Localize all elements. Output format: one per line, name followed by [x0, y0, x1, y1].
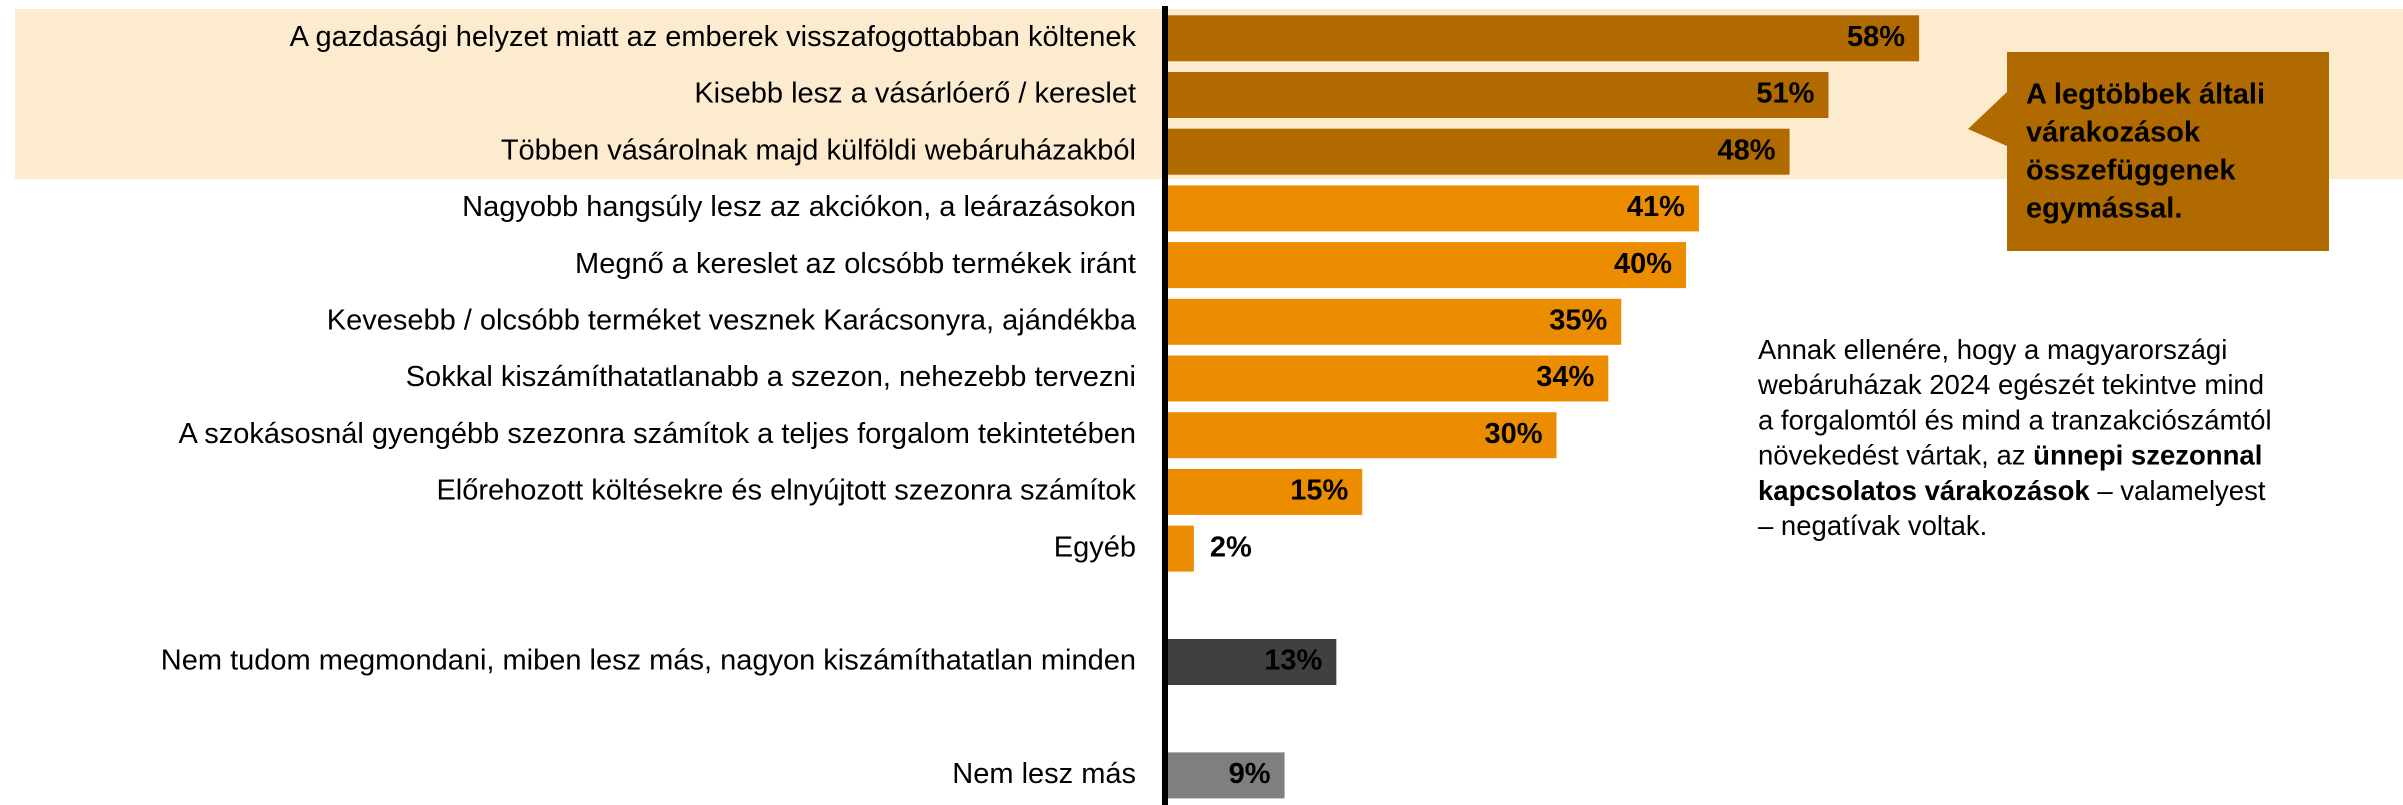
category-label: Nem tudom megmondani, miben lesz más, na… — [161, 645, 1136, 677]
category-label: Sokkal kiszámíthatatlanabb a szezon, neh… — [406, 361, 1136, 393]
note-line: növekedést vártak, az ünnepi szezonnal — [1758, 440, 2262, 471]
category-label: Egyéb — [1054, 531, 1136, 563]
callout-box — [2007, 52, 2329, 251]
bar — [1168, 185, 1699, 232]
category-label: Többen vásárolnak majd külföldi webáruhá… — [501, 134, 1136, 166]
note-segment: – negatívak voltak. — [1758, 510, 1987, 541]
bar — [1168, 355, 1609, 402]
value-label: 40% — [1614, 248, 1672, 280]
note-line: a forgalomtól és mind a tranzakciószámtó… — [1758, 405, 2272, 436]
note-segment: – valamelyest — [2090, 475, 2266, 506]
callout-pointer — [1968, 92, 2007, 146]
category-label: Nem lesz más — [952, 758, 1136, 790]
note-segment: kapcsolatos várakozások — [1758, 475, 2090, 506]
bar — [1168, 15, 1920, 62]
note-segment: Annak ellenére, hogy a magyarországi — [1758, 334, 2227, 365]
note-segment: növekedést vártak, az — [1758, 440, 2033, 471]
value-label: 41% — [1627, 191, 1685, 223]
note-segment: webáruházak 2024 egészét tekintve mind — [1757, 369, 2264, 400]
note-segment: a forgalomtól és mind a tranzakciószámtó… — [1758, 405, 2272, 436]
note-line: webáruházak 2024 egészét tekintve mind — [1757, 369, 2264, 400]
value-label: 13% — [1264, 645, 1322, 677]
category-label: Nagyobb hangsúly lesz az akciókon, a leá… — [462, 191, 1136, 223]
callout-text: egymással. — [2026, 193, 2182, 225]
bar — [1168, 128, 1790, 175]
value-label: 15% — [1290, 475, 1348, 507]
bar — [1168, 525, 1194, 572]
category-label: Kevesebb / olcsóbb terméket vesznek Kará… — [327, 304, 1137, 336]
note-line: Annak ellenére, hogy a magyarországi — [1758, 334, 2227, 365]
category-label: Megnő a kereslet az olcsóbb termékek irá… — [575, 248, 1136, 280]
bar — [1168, 298, 1622, 345]
value-label: 9% — [1229, 758, 1271, 790]
note-segment: ünnepi szezonnal — [2033, 440, 2262, 471]
category-label: Kisebb lesz a vásárlóerő / kereslet — [694, 78, 1136, 110]
bar — [1168, 412, 1557, 459]
value-label: 30% — [1484, 418, 1542, 450]
category-label: Előrehozott költésekre és elnyújtott sze… — [436, 475, 1136, 507]
callout-text: összefüggenek — [2026, 155, 2236, 187]
bar — [1168, 752, 1285, 799]
bar — [1168, 72, 1829, 118]
category-label: A gazdasági helyzet miatt az emberek vis… — [290, 21, 1137, 53]
value-label: 48% — [1718, 134, 1776, 166]
value-label: 51% — [1756, 78, 1814, 110]
category-label: A szokásosnál gyengébb szezonra számítok… — [178, 418, 1136, 450]
value-label: 58% — [1847, 21, 1905, 53]
bar — [1168, 468, 1363, 515]
value-label: 2% — [1210, 531, 1252, 563]
value-label: 34% — [1536, 361, 1594, 393]
note-line: kapcsolatos várakozások – valamelyest — [1758, 475, 2266, 506]
value-label: 35% — [1549, 304, 1607, 336]
bar — [1168, 639, 1337, 685]
callout-text: A legtöbbek általi — [2026, 79, 2265, 111]
note-line: – negatívak voltak. — [1758, 510, 1987, 541]
callout-text: várakozások — [2026, 117, 2201, 149]
bar — [1168, 242, 1686, 289]
